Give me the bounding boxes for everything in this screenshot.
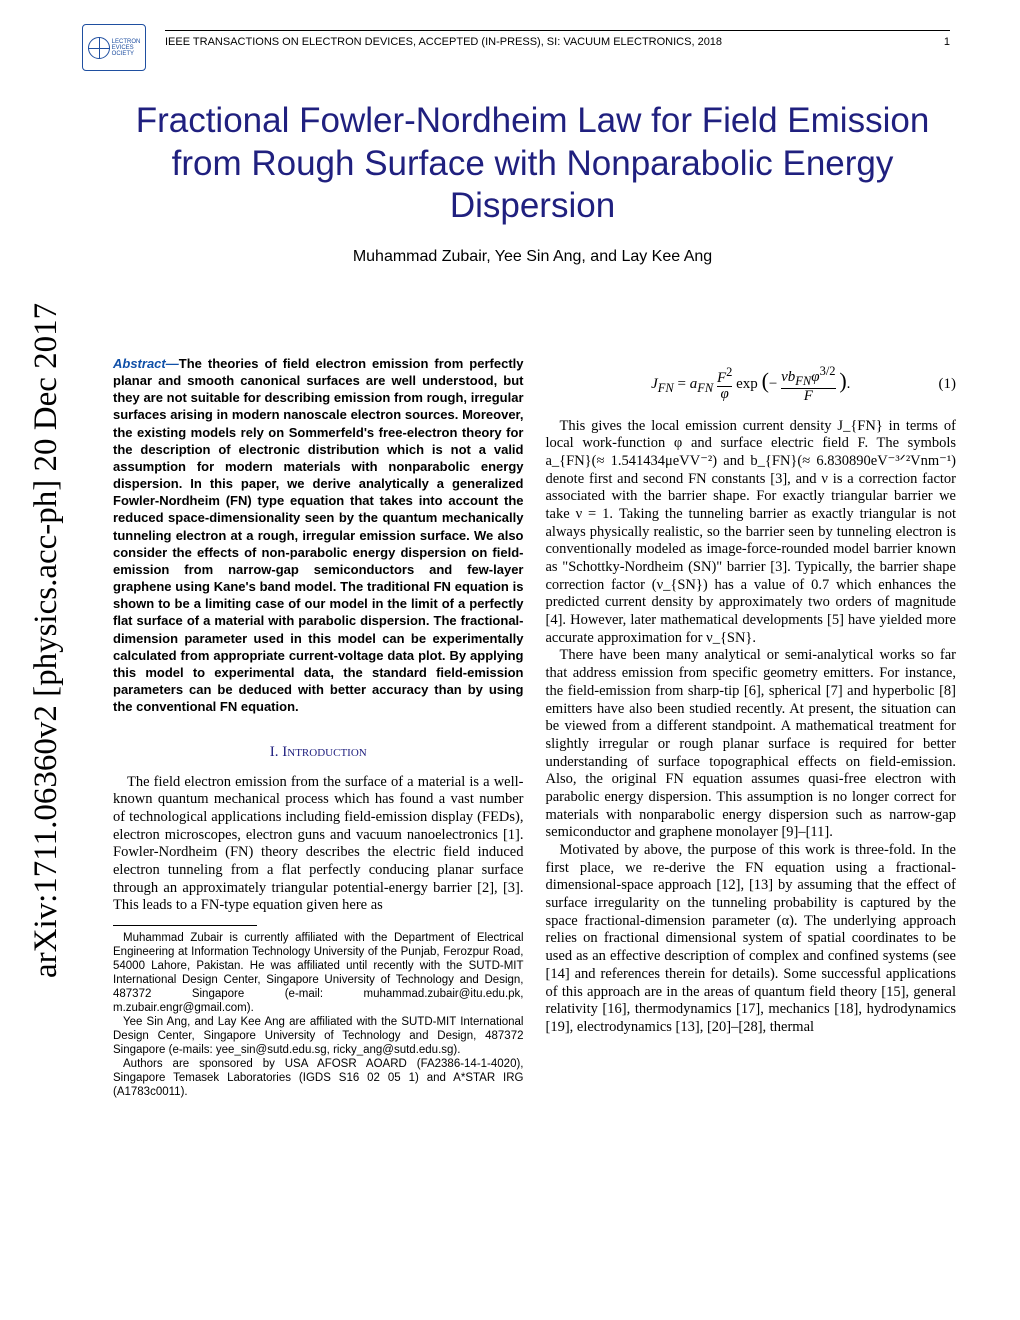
intro-body: The field electron emission from the sur… xyxy=(113,774,524,916)
equation-number: (1) xyxy=(939,375,957,393)
col2-body: This gives the local emission current de… xyxy=(546,418,957,1037)
intro-p1: The field electron emission from the sur… xyxy=(113,774,524,916)
col2-p2: There have been many analytical or semi-… xyxy=(546,647,957,842)
col2-p3: Motivated by above, the purpose of this … xyxy=(546,842,957,1037)
paper-page: arXiv:1711.06360v2 [physics.acc-ph] 20 D… xyxy=(0,0,1020,1320)
arxiv-identifier: arXiv:1711.06360v2 [physics.acc-ph] 20 D… xyxy=(28,250,64,1030)
equation-body: JFN = aFN F2 φ exp (− νbFNφ3/2 F ). xyxy=(651,376,850,392)
page-number: 1 xyxy=(944,36,950,48)
two-column-body: Abstract—The theories of field electron … xyxy=(113,355,956,1290)
abstract-label: Abstract— xyxy=(113,356,179,371)
running-header: IEEE TRANSACTIONS ON ELECTRON DEVICES, A… xyxy=(165,36,722,48)
equation-1: JFN = aFN F2 φ exp (− νbFNφ3/2 F ). (1) xyxy=(546,365,957,404)
col2-p1: This gives the local emission current de… xyxy=(546,418,957,648)
abstract-block: Abstract—The theories of field electron … xyxy=(113,355,524,715)
paper-title: Fractional Fowler-Nordheim Law for Field… xyxy=(110,100,955,228)
globe-icon xyxy=(88,37,110,59)
footnote-2: Yee Sin Ang, and Lay Kee Ang are affilia… xyxy=(113,1015,524,1057)
header-rule xyxy=(165,30,950,31)
logo-line-3: OCIETY xyxy=(112,51,141,57)
footnote-3: Authors are sponsored by USA AFOSR AOARD… xyxy=(113,1057,524,1099)
logo-text: LECTRON EVICES OCIETY xyxy=(112,39,141,57)
footnote-rule xyxy=(113,925,257,926)
footnote-1: Muhammad Zubair is currently affiliated … xyxy=(113,931,524,1015)
abstract-text: The theories of field electron emission … xyxy=(113,356,524,714)
section-intro-title: I. Introduction xyxy=(113,743,524,761)
author-list: Muhammad Zubair, Yee Sin Ang, and Lay Ke… xyxy=(110,248,955,266)
ieee-eds-logo: LECTRON EVICES OCIETY xyxy=(82,24,146,71)
